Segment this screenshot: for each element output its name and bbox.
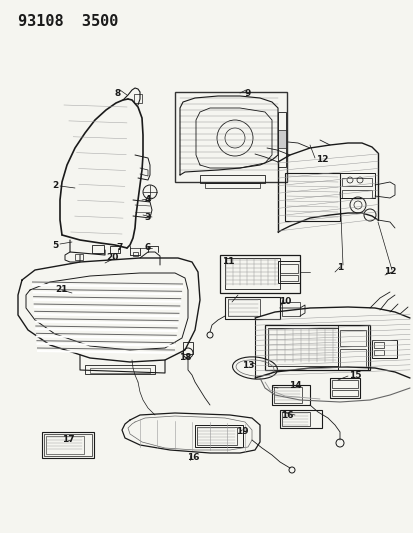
Text: 5: 5 [52,240,58,249]
Text: 8: 8 [114,88,121,98]
Bar [42,432,94,458]
Bar [224,297,279,319]
Bar [228,299,259,316]
Bar [279,264,297,273]
Bar [134,94,142,103]
Bar [271,385,309,405]
Bar [195,425,242,447]
Text: 6: 6 [145,244,151,253]
Bar [224,258,279,289]
Bar [281,412,309,426]
Bar [331,380,357,388]
Text: 12: 12 [315,156,328,165]
Bar [183,342,192,354]
Bar [331,390,357,396]
Bar [341,178,371,186]
Bar [219,255,299,293]
Text: 13: 13 [241,360,254,369]
Text: 21: 21 [56,286,68,295]
Text: 93108  3500: 93108 3500 [18,14,118,29]
Text: 9: 9 [244,88,251,98]
Bar [281,302,299,316]
Bar [44,434,92,456]
Text: 20: 20 [106,254,118,262]
Text: 14: 14 [288,381,301,390]
Bar [329,378,359,398]
Bar [46,436,84,454]
Bar [277,112,285,167]
Text: 7: 7 [116,244,123,253]
Bar [339,349,365,367]
Text: 3: 3 [145,214,151,222]
Bar [277,261,299,283]
Bar [85,365,154,374]
Text: 1: 1 [336,262,342,271]
Bar [279,410,321,428]
Text: 18: 18 [178,353,191,362]
Bar [267,328,337,366]
Bar [90,368,150,373]
Bar [279,275,297,281]
Bar [273,387,301,403]
Bar [341,190,371,198]
Text: 19: 19 [235,427,248,437]
Bar [284,173,339,221]
Bar [339,330,365,346]
Text: 17: 17 [62,435,74,445]
Text: 2: 2 [52,181,58,190]
Bar [373,350,383,355]
Bar [175,92,286,182]
Bar [110,246,120,253]
Bar [197,427,236,445]
Bar [204,183,259,188]
Text: 15: 15 [348,370,361,379]
Bar [337,325,367,370]
Bar [199,175,264,183]
Bar [371,340,396,358]
Text: 10: 10 [278,297,290,306]
Text: 12: 12 [383,268,395,277]
Text: 16: 16 [280,410,292,419]
Bar [373,342,383,348]
Text: 4: 4 [145,196,151,205]
Text: 11: 11 [221,257,234,266]
Bar [277,130,285,148]
Bar [133,252,138,256]
Bar [264,325,369,370]
Text: 16: 16 [186,454,199,463]
Bar [75,254,83,260]
Bar [92,245,104,253]
Bar [339,173,374,198]
